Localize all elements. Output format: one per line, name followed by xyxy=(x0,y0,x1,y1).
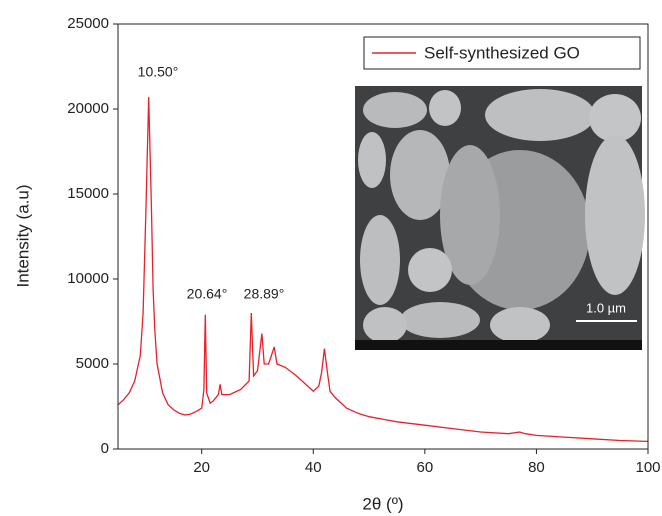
peak-annotation: 28.89° xyxy=(244,286,285,302)
peak-annotation: 10.50° xyxy=(138,64,179,80)
y-tick-label: 20000 xyxy=(67,100,109,117)
y-tick-label: 10000 xyxy=(67,270,109,287)
x-tick-label: 100 xyxy=(635,459,660,476)
x-tick-label: 20 xyxy=(193,459,210,476)
x-tick-label: 40 xyxy=(305,459,322,476)
x-tick-label: 80 xyxy=(528,459,545,476)
y-tick-label: 15000 xyxy=(67,185,109,202)
y-tick-label: 25000 xyxy=(67,15,109,32)
y-tick-label: 5000 xyxy=(76,355,109,372)
y-tick-label: 0 xyxy=(101,440,109,457)
peak-annotation: 20.64° xyxy=(187,286,228,302)
legend-label: Self-synthesized GO xyxy=(424,43,580,62)
x-axis-label: 2θ (º) xyxy=(362,494,403,513)
x-tick-label: 60 xyxy=(416,459,433,476)
chart: 1.0 µm 2θ (º) Intensity (a.u) 0 5000 10000… xyxy=(0,0,662,516)
scale-bar-label: 1.0 µm xyxy=(586,300,626,315)
y-axis-label: Intensity (a.u) xyxy=(13,185,32,288)
